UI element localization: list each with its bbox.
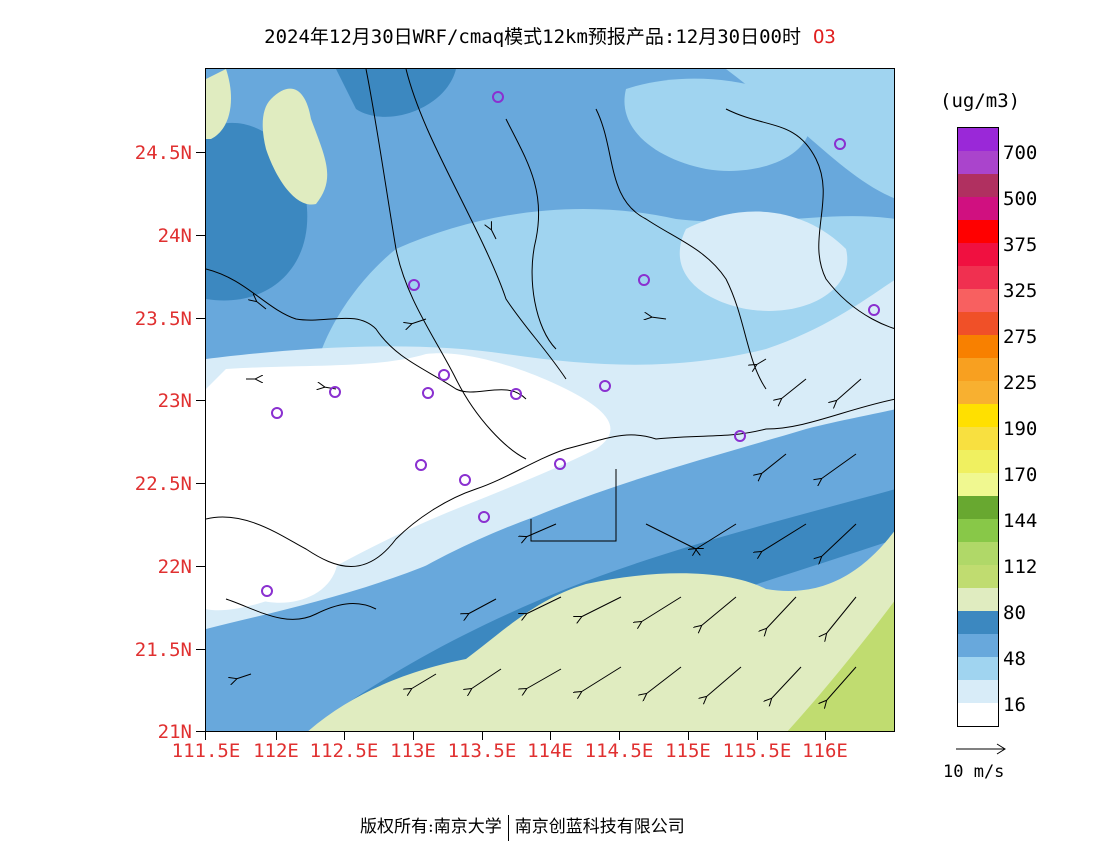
species-label: O3 bbox=[812, 26, 836, 48]
forecast-map bbox=[205, 68, 895, 732]
legend-label: 16 bbox=[1003, 694, 1026, 716]
legend-color-cell bbox=[958, 404, 998, 427]
legend-color-cell bbox=[958, 174, 998, 197]
wind-reference-arrow bbox=[956, 743, 1006, 755]
lon-label: 115.5E bbox=[722, 740, 792, 762]
legend-label: 112 bbox=[1003, 556, 1038, 578]
legend-color-cell bbox=[958, 243, 998, 266]
lat-label: 23N bbox=[157, 390, 192, 412]
lon-label: 116E bbox=[802, 740, 848, 762]
legend-color-cell bbox=[958, 588, 998, 611]
lat-label: 24.5N bbox=[134, 142, 192, 164]
legend-color-cell bbox=[958, 197, 998, 220]
lat-tick bbox=[196, 731, 205, 732]
legend-label: 500 bbox=[1003, 188, 1038, 210]
legend-label: 144 bbox=[1003, 510, 1038, 532]
legend-color-cell bbox=[958, 427, 998, 450]
lat-tick bbox=[196, 400, 205, 401]
lat-tick bbox=[196, 152, 205, 153]
legend-label: 275 bbox=[1003, 326, 1038, 348]
color-legend bbox=[957, 127, 999, 727]
copyright-footer: 版权所有:南京大学 南京创蓝科技有限公司 bbox=[360, 812, 685, 841]
legend-color-cell bbox=[958, 266, 998, 289]
lat-tick bbox=[196, 483, 205, 484]
lon-tick bbox=[619, 732, 620, 740]
legend-label: 325 bbox=[1003, 280, 1038, 302]
wind-reference-label: 10 m/s bbox=[943, 762, 1005, 782]
lon-label: 112.5E bbox=[309, 740, 379, 762]
footer-left: 版权所有:南京大学 bbox=[360, 817, 502, 837]
lat-label: 21N bbox=[157, 721, 192, 743]
legend-color-cell bbox=[958, 473, 998, 496]
lon-label: 111.5E bbox=[171, 740, 241, 762]
legend-color-cell bbox=[958, 335, 998, 358]
legend-label: 48 bbox=[1003, 648, 1026, 670]
legend-color-cell bbox=[958, 680, 998, 703]
lon-tick bbox=[550, 732, 551, 740]
legend-label: 375 bbox=[1003, 234, 1038, 256]
legend-color-cell bbox=[958, 519, 998, 542]
legend-unit: (ug/m3) bbox=[940, 90, 1021, 112]
lon-label: 114E bbox=[527, 740, 573, 762]
lat-label: 24N bbox=[157, 225, 192, 247]
footer-right: 南京创蓝科技有限公司 bbox=[514, 817, 685, 837]
lat-label: 22.5N bbox=[134, 473, 192, 495]
lat-tick bbox=[196, 235, 205, 236]
lon-label: 113E bbox=[390, 740, 436, 762]
legend-label: 190 bbox=[1003, 418, 1038, 440]
legend-color-cell bbox=[958, 220, 998, 243]
lon-tick bbox=[482, 732, 483, 740]
lon-label: 115E bbox=[665, 740, 711, 762]
lat-tick bbox=[196, 649, 205, 650]
legend-color-cell bbox=[958, 358, 998, 381]
legend-color-cell bbox=[958, 542, 998, 565]
map-title: 2024年12月30日WRF/cmaq模式12km预报产品:12月30日00时 O… bbox=[0, 22, 1100, 49]
legend-color-cell bbox=[958, 312, 998, 335]
legend-color-cell bbox=[958, 381, 998, 404]
legend-color-cell bbox=[958, 703, 998, 726]
legend-color-cell bbox=[958, 496, 998, 519]
legend-label: 225 bbox=[1003, 372, 1038, 394]
legend-color-cell bbox=[958, 634, 998, 657]
lon-tick bbox=[205, 732, 206, 740]
lat-label: 21.5N bbox=[134, 639, 192, 661]
lon-tick bbox=[757, 732, 758, 740]
footer-separator bbox=[507, 814, 509, 841]
lon-label: 114.5E bbox=[584, 740, 654, 762]
lon-tick bbox=[825, 732, 826, 740]
legend-color-cell bbox=[958, 657, 998, 680]
concentration-field bbox=[206, 69, 894, 731]
lon-tick bbox=[276, 732, 277, 740]
legend-color-cell bbox=[958, 128, 998, 151]
lon-tick bbox=[688, 732, 689, 740]
lat-tick bbox=[196, 566, 205, 567]
legend-label: 170 bbox=[1003, 464, 1038, 486]
lon-tick bbox=[413, 732, 414, 740]
lon-label: 112E bbox=[253, 740, 299, 762]
lon-label: 113.5E bbox=[447, 740, 517, 762]
legend-color-cell bbox=[958, 611, 998, 634]
lat-tick bbox=[196, 318, 205, 319]
legend-color-cell bbox=[958, 151, 998, 174]
lon-tick bbox=[344, 732, 345, 740]
legend-label: 80 bbox=[1003, 602, 1026, 624]
lat-label: 23.5N bbox=[134, 308, 192, 330]
legend-color-cell bbox=[958, 289, 998, 312]
legend-color-cell bbox=[958, 450, 998, 473]
legend-color-cell bbox=[958, 565, 998, 588]
title-text: 2024年12月30日WRF/cmaq模式12km预报产品:12月30日00时 bbox=[264, 26, 801, 48]
legend-label: 700 bbox=[1003, 142, 1038, 164]
lat-label: 22N bbox=[157, 556, 192, 578]
